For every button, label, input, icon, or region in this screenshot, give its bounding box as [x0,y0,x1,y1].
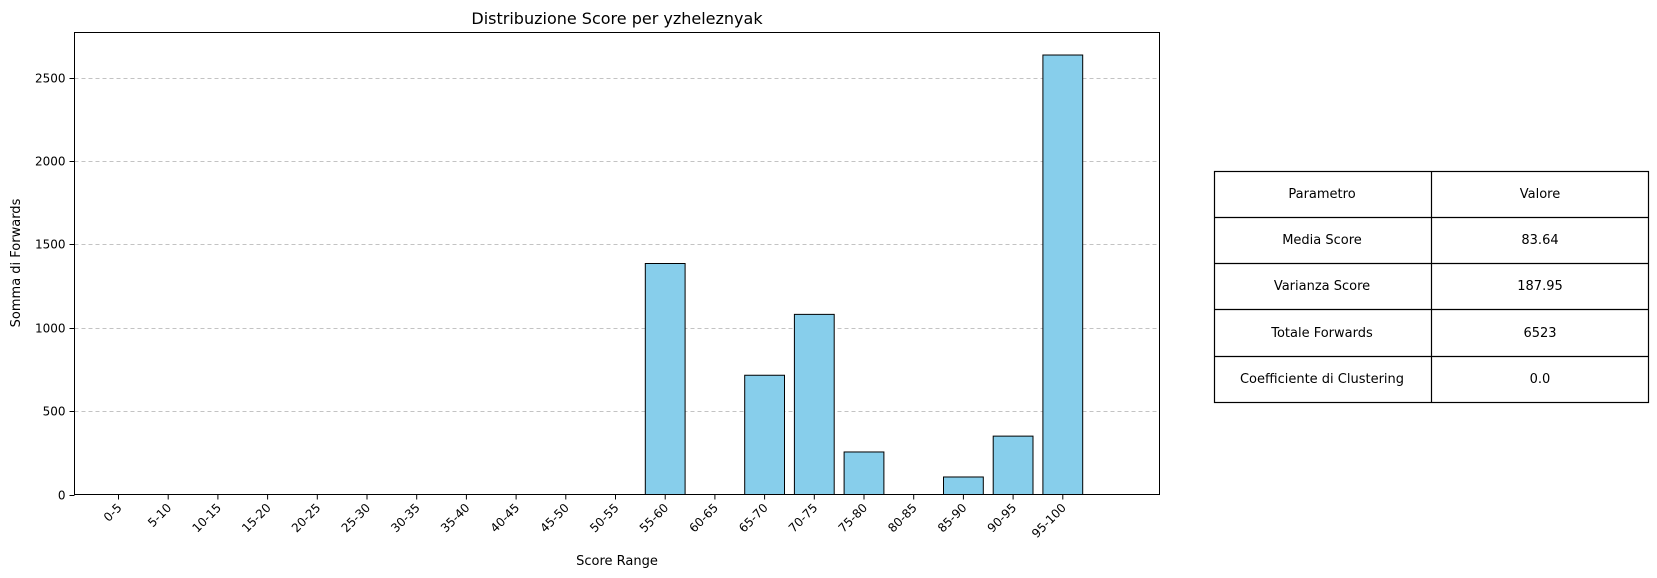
table-row-varianza-value: 187.95 [1517,279,1563,294]
bar-95-100 [1043,55,1083,494]
table-row-varianza-param: Varianza Score [1274,279,1370,294]
y-tick-label: 2000 [35,155,66,169]
y-tick-label: 500 [43,405,66,419]
y-tick-label: 0 [58,489,66,503]
bar-75-80 [844,452,884,495]
chart-title: Distribuzione Score per yzheleznyak [471,9,763,28]
table-row-clustering-value: 0.0 [1530,372,1551,387]
table-row-media-param: Media Score [1282,233,1362,248]
table-row-totale-param: Totale Forwards [1270,326,1373,341]
bar-85-90 [944,477,984,495]
bar-70-75 [794,314,834,494]
stats-table: Parametro Valore Media Score 83.64 Varia… [1215,172,1649,403]
bar-65-70 [745,375,785,494]
table-row-clustering-param: Coefficiente di Clustering [1240,372,1404,387]
table-row-totale-value: 6523 [1523,326,1556,341]
y-tick-label: 2500 [35,72,66,86]
y-axis-label: Somma di Forwards [9,198,24,327]
table-header-param: Parametro [1288,187,1355,202]
y-tick-label: 1000 [35,322,66,336]
x-axis-label: Score Range [576,554,658,569]
bar-90-95 [993,436,1033,494]
table-row-media-value: 83.64 [1521,233,1558,248]
table-header-value: Valore [1520,187,1560,202]
y-tick-label: 1500 [35,238,66,252]
bar-55-60 [645,264,685,495]
